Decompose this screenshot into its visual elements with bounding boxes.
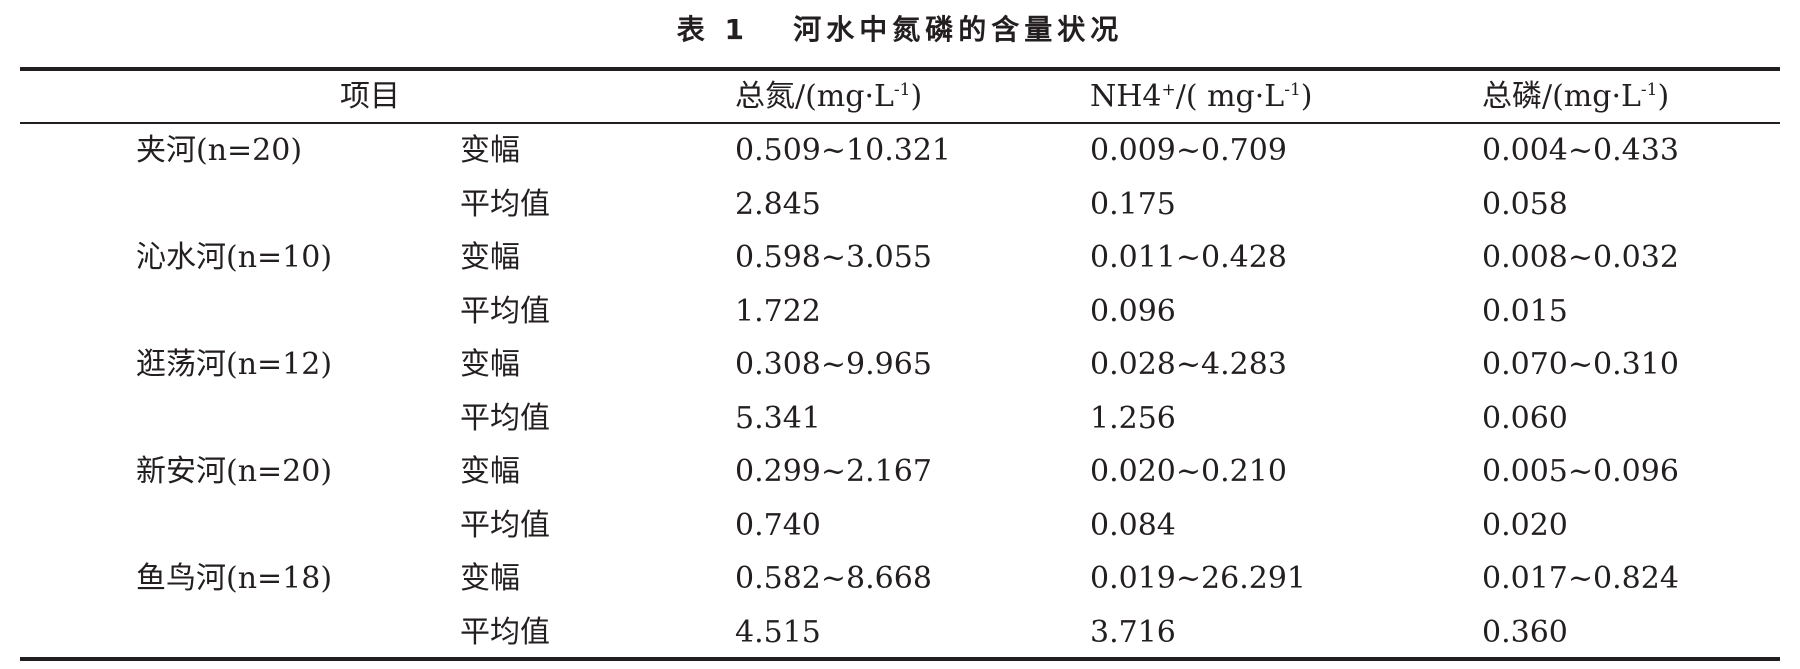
statistic-label: 平均值: [460, 614, 550, 650]
total-phosphorus-value: 0.005~0.096: [1482, 454, 1679, 489]
ammonium-value: 0.009~0.709: [1090, 133, 1287, 168]
total-nitrogen-value: 4.515: [735, 614, 821, 650]
ammonium-value: 1.256: [1090, 400, 1176, 436]
total-phosphorus-value: 0.004~0.433: [1482, 133, 1679, 168]
total-phosphorus-value: 0.017~0.824: [1482, 561, 1679, 596]
total-nitrogen-value: 0.299~2.167: [735, 454, 932, 489]
bottom-rule: [20, 657, 1780, 661]
river-name: 夹河(n=20): [136, 133, 303, 168]
total-nitrogen-value: 0.582~8.668: [735, 561, 932, 596]
total-phosphorus-value: 0.008~0.032: [1482, 240, 1679, 275]
total-nitrogen-value: 0.740: [735, 507, 821, 543]
river-name: 逛荡河(n=12): [136, 347, 333, 382]
river-name: 鱼鸟河(n=18): [136, 561, 333, 596]
table-body: 夹河(n=20) 变幅 0.509~10.321 0.009~0.709 0.0…: [0, 124, 1800, 659]
header-item: 项目: [340, 79, 400, 114]
header-total-phosphorus-close: ): [1657, 79, 1670, 114]
header-ammonium-label: /( mg·L: [1175, 79, 1285, 114]
header-ammonium-exponent: -1: [1284, 80, 1301, 100]
table-caption: 表 1 河水中氮磷的含量状况: [676, 13, 1124, 46]
top-rule: [20, 67, 1780, 71]
river-name: 新安河(n=20): [136, 454, 333, 489]
statistic-label: 平均值: [460, 400, 550, 436]
statistic-label: 平均值: [460, 507, 550, 543]
ammonium-value: 0.175: [1090, 186, 1176, 222]
header-total-nitrogen-exponent: -1: [893, 80, 911, 100]
total-nitrogen-value: 2.845: [735, 186, 821, 222]
table-row: 鱼鸟河(n=18) 变幅 0.582~8.668 0.019~26.291 0.…: [0, 552, 1800, 606]
total-phosphorus-value: 0.058: [1482, 186, 1568, 222]
header-ammonium-charge: +: [1161, 80, 1176, 100]
header-ammonium: NH4+/( mg·L-1): [1090, 71, 1313, 122]
header-rule: [20, 122, 1780, 124]
header-total-nitrogen-close: ): [910, 79, 923, 114]
total-phosphorus-value: 0.015: [1482, 293, 1568, 329]
river-name: 沁水河(n=10): [136, 240, 333, 275]
header-total-nitrogen: 总氮/(mg·L-1): [735, 71, 922, 122]
ammonium-value: 3.716: [1090, 614, 1176, 650]
statistic-label: 变幅: [460, 133, 520, 168]
ammonium-value: 0.084: [1090, 507, 1176, 543]
statistic-label: 平均值: [460, 186, 550, 222]
ammonium-value: 0.011~0.428: [1090, 240, 1287, 275]
header-total-phosphorus-exponent: -1: [1640, 80, 1658, 100]
statistic-label: 平均值: [460, 293, 550, 329]
header-total-phosphorus: 总磷/(mg·L-1): [1482, 71, 1669, 122]
total-phosphorus-value: 0.070~0.310: [1482, 347, 1679, 382]
total-phosphorus-value: 0.060: [1482, 400, 1568, 436]
table-row: 平均值 4.515 3.716 0.360: [0, 606, 1800, 660]
ammonium-value: 0.096: [1090, 293, 1176, 329]
table-row: 平均值 5.341 1.256 0.060: [0, 392, 1800, 446]
header-total-phosphorus-label: 总磷/(mg·L: [1482, 79, 1641, 114]
statistic-label: 变幅: [460, 561, 520, 596]
header-ammonium-close: ): [1300, 79, 1313, 114]
table-row: 平均值 1.722 0.096 0.015: [0, 285, 1800, 339]
table-row: 新安河(n=20) 变幅 0.299~2.167 0.020~0.210 0.0…: [0, 445, 1800, 499]
total-nitrogen-value: 0.509~10.321: [735, 133, 951, 168]
total-nitrogen-value: 1.722: [735, 293, 821, 329]
statistic-label: 变幅: [460, 454, 520, 489]
ammonium-value: 0.028~4.283: [1090, 347, 1287, 382]
table-header: 项目 总氮/(mg·L-1) NH4+/( mg·L-1) 总磷/(mg·L-1…: [0, 71, 1800, 122]
table-row: 逛荡河(n=12) 变幅 0.308~9.965 0.028~4.283 0.0…: [0, 338, 1800, 392]
table-row: 平均值 0.740 0.084 0.020: [0, 499, 1800, 553]
header-ammonium-base: NH4: [1090, 79, 1162, 114]
ammonium-value: 0.020~0.210: [1090, 454, 1287, 489]
statistic-label: 变幅: [460, 240, 520, 275]
total-nitrogen-value: 0.308~9.965: [735, 347, 932, 382]
header-total-nitrogen-label: 总氮/(mg·L: [735, 79, 894, 114]
total-nitrogen-value: 0.598~3.055: [735, 240, 932, 275]
total-nitrogen-value: 5.341: [735, 400, 821, 436]
total-phosphorus-value: 0.020: [1482, 507, 1568, 543]
table-row: 夹河(n=20) 变幅 0.509~10.321 0.009~0.709 0.0…: [0, 124, 1800, 178]
table-row: 平均值 2.845 0.175 0.058: [0, 178, 1800, 232]
total-phosphorus-value: 0.360: [1482, 614, 1568, 650]
table-row: 沁水河(n=10) 变幅 0.598~3.055 0.011~0.428 0.0…: [0, 231, 1800, 285]
statistic-label: 变幅: [460, 347, 520, 382]
ammonium-value: 0.019~26.291: [1090, 561, 1306, 596]
